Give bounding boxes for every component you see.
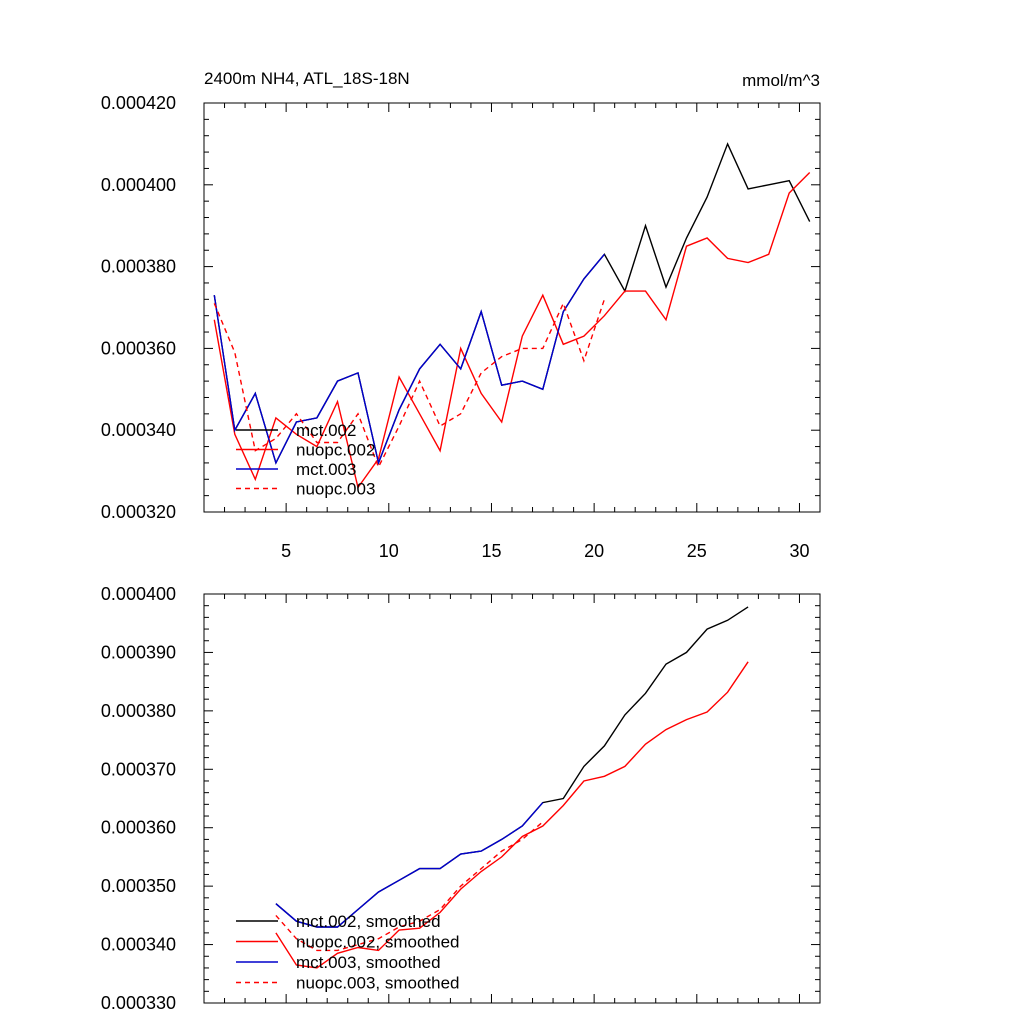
series-line-mct-002 bbox=[213, 142, 811, 466]
legend-label: nuopc.002, smoothed bbox=[296, 933, 460, 952]
chart-title: 2400m NH4, ATL_18S-18N bbox=[204, 69, 410, 88]
legend-label: nuopc.003 bbox=[296, 480, 375, 499]
y-tick-label: 0.000360 bbox=[101, 818, 176, 838]
y-tick-label: 0.000370 bbox=[101, 759, 176, 779]
top-chart-panel: 2400m NH4, ATL_18S-18N mmol/m^3 0.000320… bbox=[101, 69, 821, 561]
x-tick-label: 15 bbox=[481, 541, 501, 561]
y-tick-label: 0.000340 bbox=[101, 935, 176, 955]
x-tick-label: 20 bbox=[584, 541, 604, 561]
series-line-nuopc-002 bbox=[213, 172, 811, 490]
legend: mct.002, smoothed nuopc.002, smoothedmct.… bbox=[236, 912, 460, 993]
y-tick-label: 0.000320 bbox=[101, 502, 176, 522]
y-tick-label: 0.000400 bbox=[101, 584, 176, 604]
y-tick-label: 0.000340 bbox=[101, 420, 176, 440]
units-label: mmol/m^3 bbox=[742, 71, 820, 90]
y-tick-label: 0.000400 bbox=[101, 175, 176, 195]
y-tick-label: 0.000390 bbox=[101, 642, 176, 662]
legend-label: mct.003 bbox=[296, 460, 356, 479]
legend-label: mct.002 bbox=[296, 421, 356, 440]
y-tick-label: 0.000350 bbox=[101, 876, 176, 896]
y-tick-label: 0.000380 bbox=[101, 257, 176, 277]
x-tick-label: 25 bbox=[687, 541, 707, 561]
series-line-nuopc-003 bbox=[213, 299, 606, 469]
x-tick-label: 5 bbox=[281, 541, 291, 561]
legend-label: mct.002, smoothed bbox=[296, 912, 441, 931]
series-line-mct-003 bbox=[213, 253, 605, 466]
series-line-nuopc-002-smoothed bbox=[275, 661, 749, 969]
x-tick-label: 30 bbox=[789, 541, 809, 561]
y-tick-label: 0.000360 bbox=[101, 338, 176, 358]
series-line-mct-003-smoothed bbox=[275, 802, 544, 928]
legend-label: nuopc.002 bbox=[296, 441, 375, 460]
series-line-mct-002-smoothed bbox=[275, 606, 749, 928]
x-tick-label: 10 bbox=[379, 541, 399, 561]
series-line-nuopc-003-smoothed bbox=[275, 821, 544, 952]
y-tick-label: 0.000380 bbox=[101, 701, 176, 721]
legend-label: nuopc.003, smoothed bbox=[296, 974, 460, 993]
y-tick-label: 0.000420 bbox=[101, 93, 176, 113]
legend-label: mct.003, smoothed bbox=[296, 953, 441, 972]
bottom-chart-panel: 0.000330 0.000340 0.000350 0.000360 0.000370… bbox=[101, 584, 821, 1013]
y-tick-label: 0.000330 bbox=[101, 993, 176, 1013]
